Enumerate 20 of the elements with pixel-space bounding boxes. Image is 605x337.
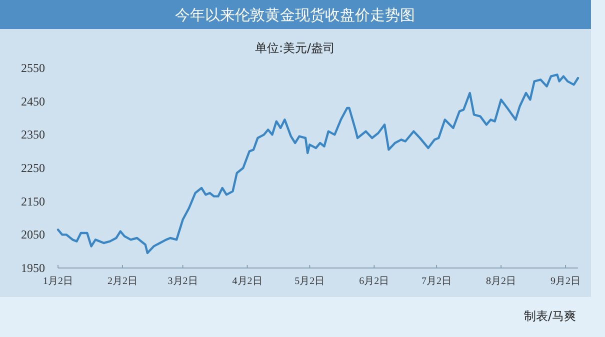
- y-tick-label: 2050: [21, 228, 45, 242]
- y-tick-label: 1950: [21, 261, 45, 275]
- y-tick-label: 2150: [21, 194, 45, 208]
- chart-subtitle: 单位:美元/盎司: [254, 41, 336, 55]
- x-tick-label: 4月2日: [232, 276, 262, 287]
- y-tick-label: 2250: [21, 161, 45, 175]
- y-tick-label: 2550: [21, 61, 45, 75]
- x-tick-label: 1月2日: [43, 276, 73, 287]
- y-tick-label: 2350: [21, 128, 45, 142]
- x-tick-label: 7月2日: [422, 276, 452, 287]
- x-tick-label: 6月2日: [359, 276, 390, 287]
- text: 制表/马爽: [524, 309, 576, 323]
- x-tick-label: 8月2日: [486, 276, 516, 287]
- y-tick-label: 2450: [21, 94, 45, 108]
- x-tick-label: 2月2日: [107, 276, 138, 287]
- x-tick-label: 3月2日: [168, 276, 198, 287]
- chart-title: 今年以来伦敦黄金现货收盘价走势图: [175, 6, 415, 24]
- line-series: [56, 74, 580, 254]
- x-tick-label: 5月2日: [294, 276, 325, 287]
- x-tick-label: 9月2日: [550, 276, 581, 287]
